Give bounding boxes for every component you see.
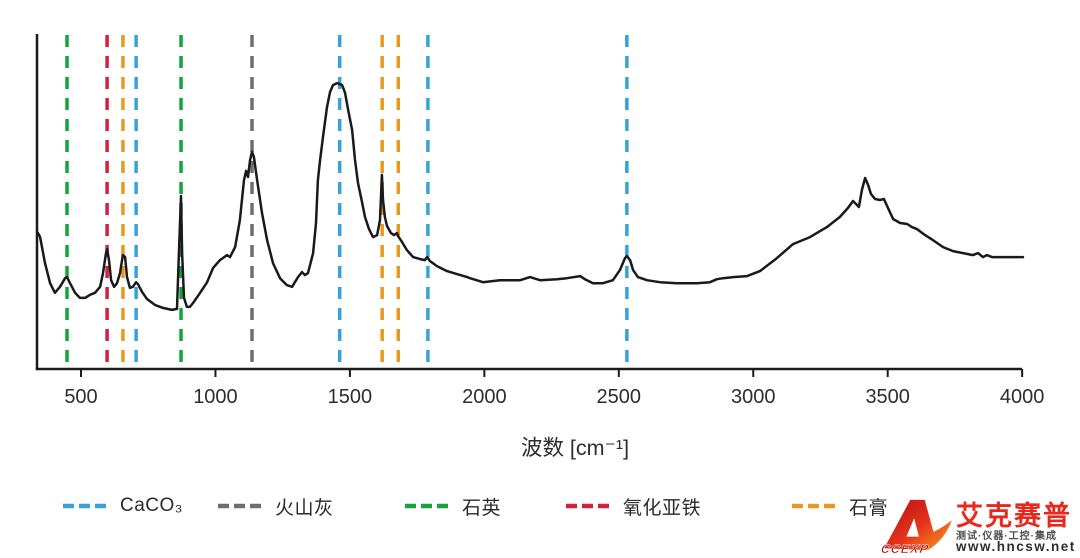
legend-label: 氧化亚铁 <box>623 497 702 519</box>
spectrum-curve <box>36 81 1025 312</box>
legend-dash-swatch <box>792 503 835 509</box>
logo-a-shape <box>884 499 952 551</box>
x-tick-label-1500: 1500 <box>328 386 373 408</box>
legend-label: 石膏 <box>849 497 889 519</box>
legend-dash-swatch <box>218 503 261 509</box>
legend-dash-swatch <box>566 503 609 509</box>
legend-item-2: 石英 <box>405 493 501 519</box>
brand-url: www.hncsw.net <box>956 539 1076 554</box>
legend-item-1: 火山灰 <box>218 493 334 519</box>
legend-item-3: 氧化亚铁 <box>566 493 701 519</box>
brand-slogan: 测试·仪器·工控·集成 <box>956 531 1057 542</box>
legend-item-4: 石膏 <box>792 493 888 519</box>
watermark-logo: CCEXP 艾克赛普 测试·仪器·工控·集成 www.hncsw.net <box>876 472 1080 558</box>
legend-label: 石英 <box>462 497 502 519</box>
legend-dash-swatch <box>405 503 448 509</box>
accexp-logo-icon: CCEXP <box>882 499 952 556</box>
x-tick-label-1000: 1000 <box>193 386 238 408</box>
logo-a-counter <box>906 518 919 537</box>
x-tick-label-3000: 3000 <box>731 386 776 408</box>
x-tick-label-2000: 2000 <box>462 386 507 408</box>
x-tick-label-500: 500 <box>64 386 97 408</box>
logo-ccexp-text: CCEXP <box>882 542 930 556</box>
legend-item-0: CaCO₃ <box>63 493 183 519</box>
brand-name: 艾克赛普 <box>956 501 1072 531</box>
spectrum-plot: 500 1000 1500 2000 2500 3000 3500 4000 波数 [cm⁻¹] <box>35 34 1045 460</box>
legend-label: CaCO₃ <box>120 495 184 516</box>
x-tick-label-4000: 4000 <box>1000 386 1045 408</box>
legend-label: 火山灰 <box>275 497 334 519</box>
x-tick-label-2500: 2500 <box>597 386 642 408</box>
legend-dash-swatch <box>63 503 106 509</box>
x-tick-label-3500: 3500 <box>865 386 910 408</box>
legend: CaCO₃ 火山灰 石英 氧化亚铁 石膏 <box>0 0 1080 519</box>
x-axis-label: 波数 [cm⁻¹] <box>521 436 629 460</box>
